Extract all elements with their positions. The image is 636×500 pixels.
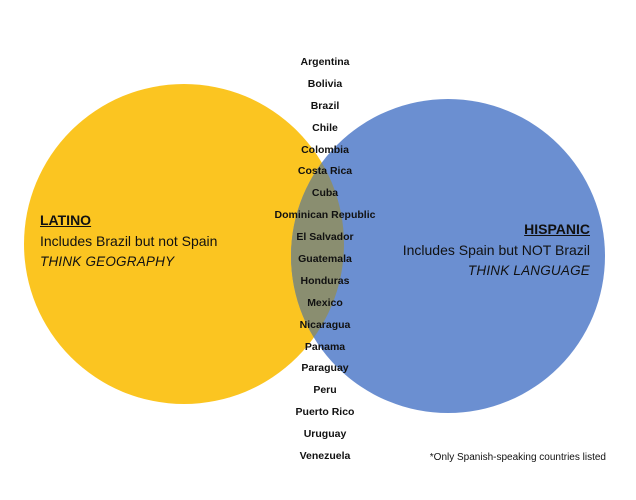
- hispanic-description: Includes Spain but NOT Brazil: [402, 242, 590, 258]
- country-item: Guatemala: [298, 253, 352, 266]
- country-item: Brazil: [310, 99, 340, 112]
- country-item: Panama: [304, 340, 346, 353]
- country-item: Uruguay: [303, 428, 347, 441]
- country-item: Puerto Rico: [295, 406, 355, 419]
- footnote: *Only Spanish-speaking countries listed: [429, 452, 606, 463]
- country-list: Argentina Bolivia Brazil Chile Colombia …: [235, 52, 415, 468]
- country-item: Honduras: [300, 274, 350, 287]
- hispanic-label-group: HISPANIC Includes Spain but NOT Brazil T…: [350, 221, 590, 278]
- hispanic-hint: THINK LANGUAGE: [467, 263, 590, 278]
- country-item: El Salvador: [296, 231, 354, 244]
- hispanic-title: HISPANIC: [524, 221, 590, 237]
- latino-hint: THINK GEOGRAPHY: [40, 254, 175, 269]
- country-item: Paraguay: [301, 362, 349, 375]
- country-item: Argentina: [300, 56, 350, 68]
- latino-description: Includes Brazil but not Spain: [40, 233, 218, 249]
- latino-circle: [24, 84, 344, 404]
- country-item: Venezuela: [299, 450, 351, 463]
- country-item: Cuba: [311, 187, 339, 200]
- latino-title: LATINO: [40, 212, 92, 228]
- latino-label-group: LATINO Includes Brazil but not Spain THI…: [40, 212, 280, 269]
- country-item: Costa Rica: [297, 165, 353, 178]
- country-item: Dominican Republic: [274, 209, 376, 222]
- country-item: Chile: [312, 121, 338, 134]
- country-item: Colombia: [301, 143, 349, 156]
- hispanic-circle: [291, 99, 605, 413]
- country-item: Peru: [313, 384, 337, 397]
- country-item: Nicaragua: [299, 318, 351, 331]
- country-item: Bolivia: [307, 77, 343, 90]
- country-item: Mexico: [307, 296, 343, 309]
